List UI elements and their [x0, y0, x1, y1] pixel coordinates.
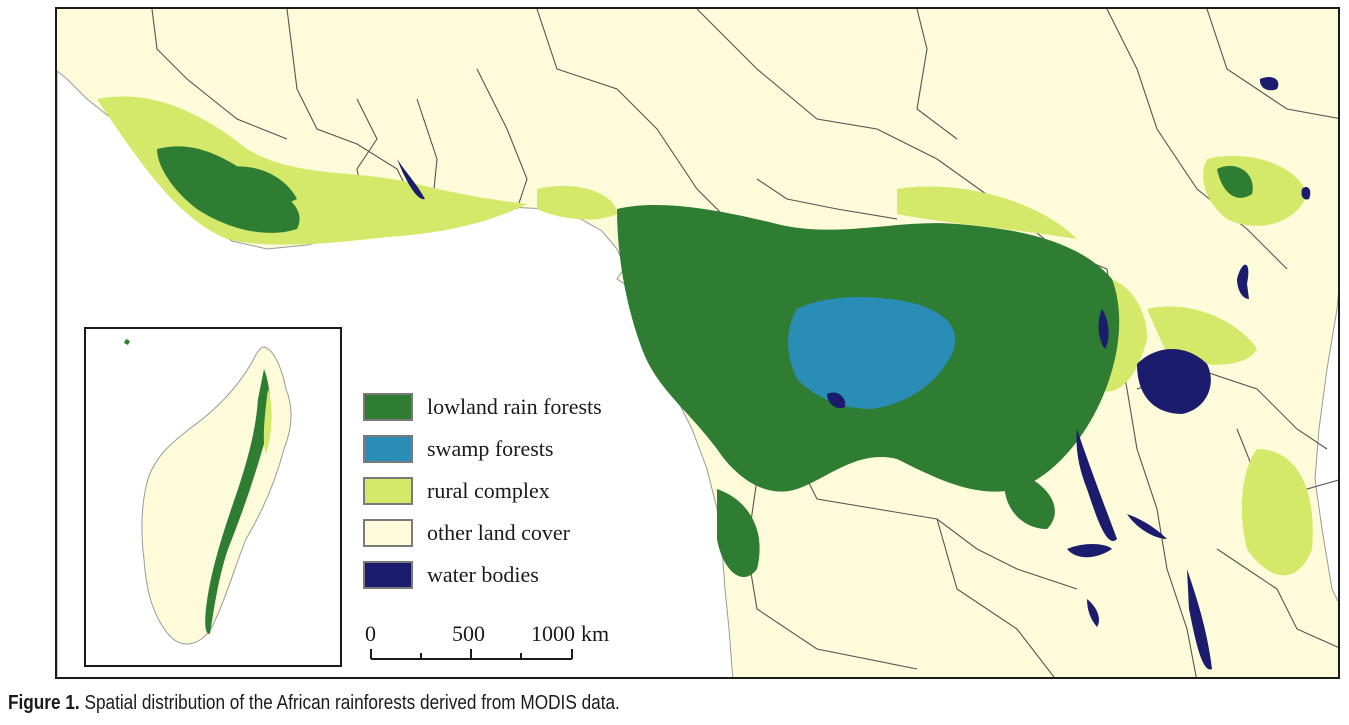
legend-swatch-water-bodies — [363, 561, 413, 589]
figure-caption: Figure 1. Spatial distribution of the Af… — [8, 692, 620, 715]
legend-item-rural-complex: rural complex — [363, 470, 602, 512]
scale-tick-0: 0 — [365, 621, 376, 646]
indian-ocean — [1314, 293, 1338, 603]
legend-label: other land cover — [427, 520, 570, 545]
legend-swatch-lowland-rain-forests — [363, 393, 413, 421]
scale-unit: km — [581, 621, 610, 646]
swamp-forest-areas — [788, 297, 956, 409]
scale-bar-line — [370, 649, 573, 660]
legend-item-water-bodies: water bodies — [363, 554, 602, 596]
madagascar-inset-graphic — [86, 329, 340, 665]
legend-item-other-land-cover: other land cover — [363, 512, 602, 554]
figure-label: Figure 1. — [8, 692, 80, 714]
legend-swatch-swamp-forests — [363, 435, 413, 463]
figure-caption-text: Spatial distribution of the African rain… — [84, 692, 620, 714]
scale-bar: 0 500 1000 km — [357, 621, 617, 671]
legend-item-lowland-rain-forests: lowland rain forests — [363, 386, 602, 428]
legend-swatch-rural-complex — [363, 477, 413, 505]
madagascar-island — [141, 346, 292, 645]
main-map: lowland rain forests swamp forests rural… — [55, 7, 1340, 679]
legend-label: lowland rain forests — [427, 394, 602, 419]
legend: lowland rain forests swamp forests rural… — [363, 386, 602, 596]
legend-label: water bodies — [427, 562, 539, 587]
legend-label: rural complex — [427, 478, 550, 503]
legend-item-swamp-forests: swamp forests — [363, 428, 602, 470]
scale-tick-1000: 1000 — [531, 621, 575, 646]
madagascar-rural-strip — [263, 389, 272, 454]
water-bodies — [397, 77, 1311, 670]
madagascar-rainforest-strip — [205, 369, 270, 635]
legend-swatch-other-land-cover — [363, 519, 413, 547]
scale-tick-500: 500 — [452, 621, 485, 646]
inset-islet — [124, 339, 130, 345]
legend-label: swamp forests — [427, 436, 554, 461]
madagascar-inset-map — [84, 327, 342, 667]
